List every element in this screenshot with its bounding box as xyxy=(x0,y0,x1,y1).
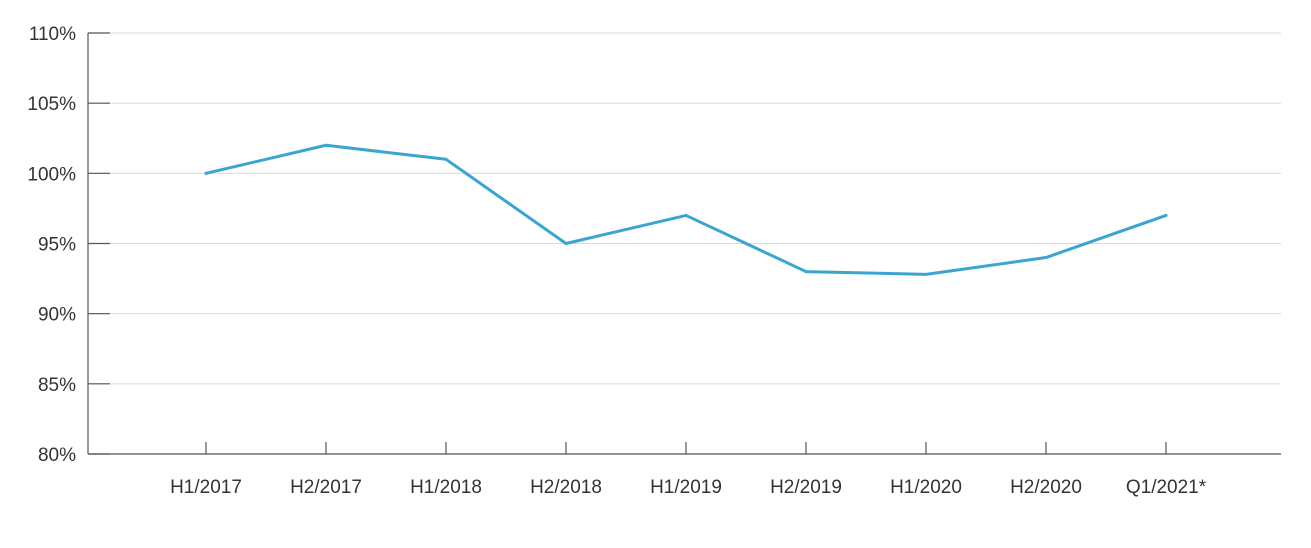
y-tick-label: 80% xyxy=(38,445,76,466)
axes xyxy=(87,32,1281,455)
x-tick-label: H2/2020 xyxy=(1010,477,1082,498)
y-tick-label: 95% xyxy=(38,235,76,256)
x-tick-label: H2/2019 xyxy=(770,477,842,498)
gridlines xyxy=(88,32,1281,385)
x-tick-label: H1/2017 xyxy=(170,477,242,498)
x-tick-label: H1/2018 xyxy=(410,477,482,498)
data-point xyxy=(1164,213,1168,217)
data-point xyxy=(684,213,688,217)
series-layer xyxy=(204,143,1168,276)
x-tick-label: Q1/2021* xyxy=(1126,477,1207,498)
data-point xyxy=(804,270,808,274)
y-tick-label: 100% xyxy=(27,164,76,185)
x-tick-label: H2/2017 xyxy=(290,477,362,498)
y-tick-label: 90% xyxy=(38,305,76,326)
data-point xyxy=(204,171,208,175)
y-tick-label: 105% xyxy=(27,94,76,115)
series-line xyxy=(204,143,1168,276)
x-tick-label: H2/2018 xyxy=(530,477,602,498)
x-tick-label: H1/2020 xyxy=(890,477,962,498)
x-tick-label: H1/2019 xyxy=(650,477,722,498)
tick-labels: 80% 85% 90% 95% 100% 105% 110% H1/2017 H2/2017 H1… xyxy=(27,24,1206,498)
data-point xyxy=(1044,256,1048,260)
data-point xyxy=(924,272,928,276)
data-point xyxy=(564,242,568,245)
y-tick-label: 85% xyxy=(38,375,76,396)
data-point xyxy=(444,157,448,161)
y-tick-label: 110% xyxy=(29,24,76,45)
data-point xyxy=(324,143,328,147)
